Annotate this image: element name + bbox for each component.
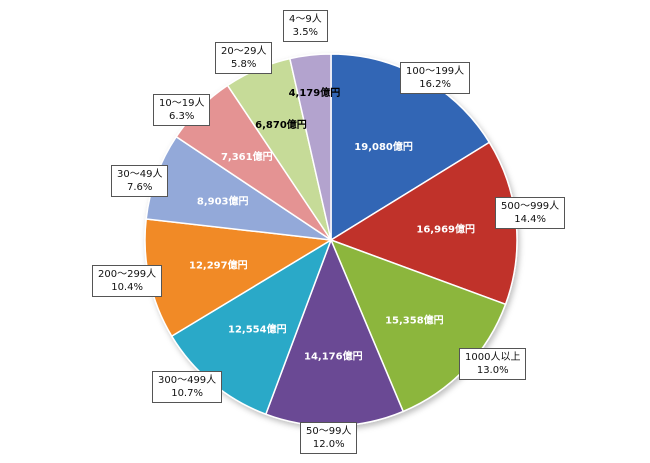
slice-callout: 300～499人 10.7% (152, 371, 223, 403)
slice-value-label: 8,903億円 (197, 194, 249, 207)
slice-callout: 50～99人 12.0% (300, 422, 358, 454)
slice-value-label: 12,297億円 (189, 259, 248, 272)
callout-percent: 14.4% (514, 214, 546, 225)
slice-callout: 10～19人 6.3% (153, 94, 211, 126)
callout-category: 500～999人 (501, 201, 560, 212)
callout-category: 30～49人 (117, 169, 163, 180)
slice-callout: 500～999人 14.4% (495, 197, 566, 229)
callout-percent: 7.6% (127, 182, 153, 193)
callout-percent: 6.3% (169, 111, 195, 122)
slice-value-label: 12,554億円 (228, 323, 287, 336)
callout-category: 20～29人 (221, 46, 267, 57)
slice-callout: 200～299人 10.4% (92, 265, 163, 297)
slice-callout: 30～49人 7.6% (111, 165, 169, 197)
slice-value-label: 16,969億円 (416, 223, 475, 236)
slice-value-label: 7,361億円 (221, 150, 273, 163)
callout-category: 1000人以上 (465, 352, 521, 363)
callout-category: 200～299人 (98, 269, 157, 280)
callout-percent: 12.0% (312, 439, 345, 450)
slice-value-label: 4,179億円 (289, 86, 341, 99)
pie-slice-10 (288, 53, 332, 241)
callout-percent: 10.7% (171, 388, 203, 399)
slice-value-label: 15,358億円 (385, 314, 444, 327)
slice-value-label: 19,080億円 (354, 140, 413, 153)
slice-value-label: 6,870億円 (255, 118, 307, 131)
slice-callout: 1000人以上 13.0% (459, 348, 527, 380)
slice-callout: 100～199人 16.2% (400, 62, 471, 94)
callout-percent: 10.4% (111, 282, 143, 293)
callout-percent: 5.8% (231, 59, 257, 70)
callout-percent: 3.5% (292, 27, 319, 38)
slice-callout: 4～9人 3.5% (283, 10, 328, 42)
callout-category: 10～19人 (159, 98, 205, 109)
callout-category: 300～499人 (158, 375, 217, 386)
callout-percent: 16.2% (419, 79, 451, 90)
callout-percent: 13.0% (476, 365, 509, 376)
callout-category: 50～99人 (306, 426, 352, 437)
callout-category: 100～199人 (406, 66, 465, 77)
slice-callout: 20～29人 5.8% (215, 42, 273, 74)
slice-value-label: 14,176億円 (304, 349, 363, 362)
callout-category: 4～9人 (289, 14, 322, 25)
